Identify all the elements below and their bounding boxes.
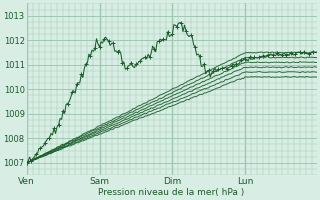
X-axis label: Pression niveau de la mer( hPa ): Pression niveau de la mer( hPa ) xyxy=(99,188,245,197)
